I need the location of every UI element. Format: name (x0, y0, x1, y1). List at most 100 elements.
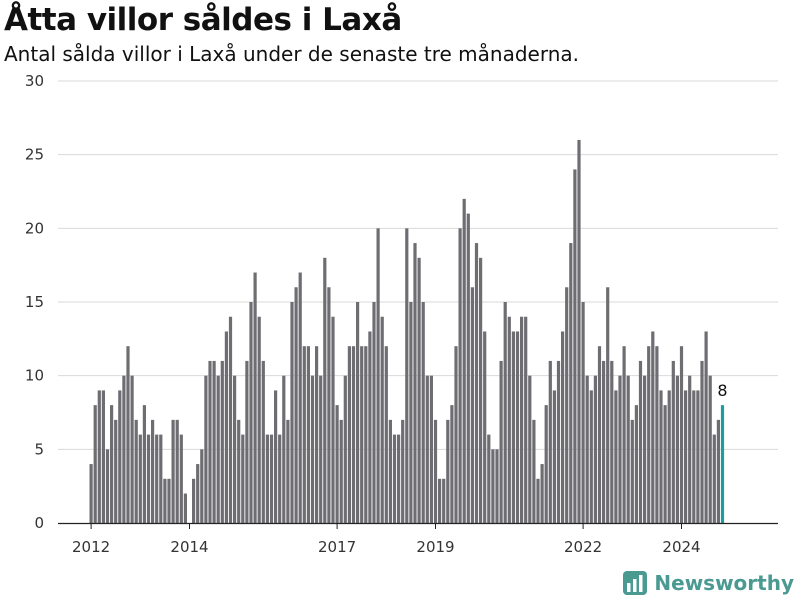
bar (216, 375, 220, 523)
bar (610, 360, 614, 523)
bar (675, 375, 679, 523)
bar (372, 302, 376, 523)
y-tick-label: 0 (34, 514, 44, 532)
bar (614, 390, 618, 523)
bar (339, 419, 343, 523)
bar (511, 331, 515, 523)
bar (183, 493, 187, 523)
bar (224, 331, 228, 523)
bar (376, 228, 380, 524)
bar (261, 360, 265, 523)
bar (192, 478, 196, 523)
bar (700, 360, 704, 523)
bar (392, 434, 397, 523)
x-tick-label: 2019 (416, 538, 454, 556)
bar (696, 390, 700, 523)
bar (454, 346, 458, 523)
bar (397, 434, 401, 523)
bar (634, 405, 638, 523)
bar (138, 434, 142, 523)
newsworthy-logo: Newsworthy (622, 570, 794, 596)
bar-latest (720, 405, 725, 523)
bar (495, 449, 499, 523)
bar (368, 331, 372, 523)
bar (228, 316, 233, 523)
y-axis-labels: 0 5 10 15 20 25 30 (25, 72, 44, 532)
bars (89, 139, 725, 524)
bar (663, 405, 667, 523)
bar (556, 360, 561, 523)
bar (712, 434, 716, 523)
bar (581, 302, 585, 523)
y-tick-label: 10 (25, 367, 44, 385)
bar (626, 375, 630, 523)
bar (89, 464, 93, 523)
bar (294, 287, 298, 523)
bar (450, 405, 454, 523)
bar (405, 228, 409, 524)
y-tick-label: 15 (25, 293, 44, 311)
bar (114, 419, 118, 523)
bar (524, 316, 528, 523)
x-axis: 2012 2014 2017 2019 2022 2024 (58, 522, 778, 556)
bar (204, 375, 208, 523)
bar (282, 375, 286, 523)
bar (212, 360, 216, 523)
y-tick-label: 20 (25, 219, 44, 237)
bar (122, 375, 126, 523)
bar (417, 257, 421, 523)
bar (716, 419, 720, 523)
bar (343, 375, 347, 523)
x-tick-label: 2024 (662, 538, 700, 556)
bar (458, 228, 462, 524)
bar (671, 360, 675, 523)
bar (364, 346, 368, 523)
bar (278, 434, 282, 523)
bar (171, 419, 175, 523)
x-tick-label: 2014 (170, 538, 208, 556)
bar (97, 390, 101, 523)
bar (602, 360, 606, 523)
bar (593, 375, 597, 523)
bar (298, 272, 302, 523)
bar (130, 375, 134, 523)
bar (622, 346, 626, 523)
bar (351, 346, 356, 523)
bar (331, 316, 335, 523)
bar (466, 213, 470, 523)
bar (347, 346, 351, 523)
bar (134, 419, 138, 523)
latest-value-label: 8 (717, 381, 727, 400)
bar (315, 346, 319, 523)
bar (462, 198, 466, 523)
bar (618, 375, 622, 523)
bar (327, 287, 331, 523)
bar (425, 375, 429, 523)
bar (433, 419, 438, 523)
bar (290, 302, 294, 523)
bar (589, 390, 593, 523)
bar (269, 434, 274, 523)
bar (704, 331, 708, 523)
bar (548, 360, 552, 523)
bar (155, 434, 159, 523)
bar (585, 375, 589, 523)
bar (208, 360, 212, 523)
bar (241, 434, 245, 523)
bar (146, 434, 151, 523)
bar (679, 346, 684, 523)
bar (655, 346, 659, 523)
bar (470, 287, 474, 523)
bar (643, 375, 647, 523)
y-tick-label: 5 (34, 440, 44, 458)
bar (196, 464, 200, 523)
bar (552, 390, 556, 523)
x-tick-label: 2012 (72, 538, 110, 556)
bar (93, 405, 97, 523)
bar (319, 375, 323, 523)
bar (597, 346, 602, 523)
bar (647, 346, 651, 523)
bar (110, 405, 114, 523)
bar (442, 478, 446, 523)
bar (237, 419, 241, 523)
